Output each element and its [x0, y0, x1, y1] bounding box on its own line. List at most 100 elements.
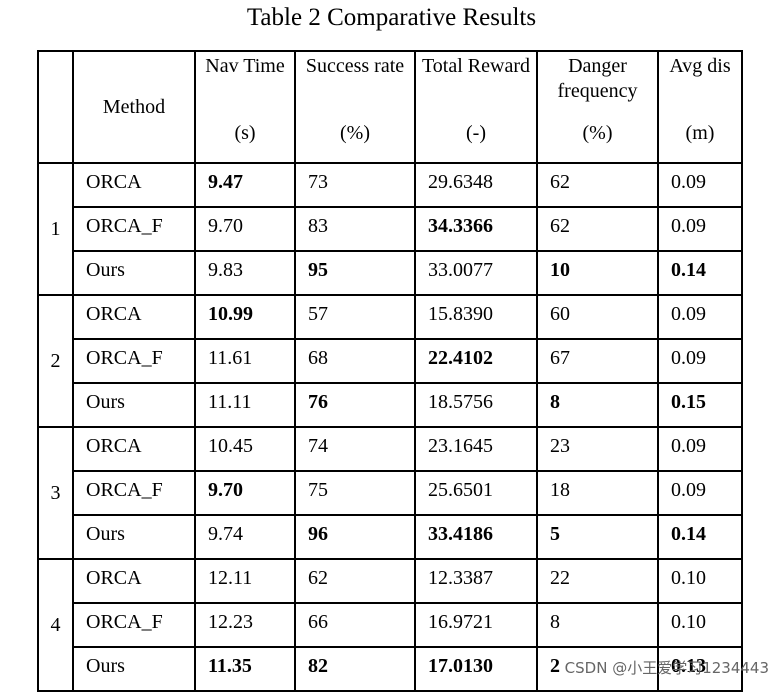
value-cell: 68	[294, 338, 416, 384]
value-cell: 0.09	[657, 338, 743, 384]
column-unit: (m)	[685, 122, 715, 144]
column-unit: (%)	[582, 122, 613, 144]
data-row: Ours 9.83 95 33.0077 10 0.14	[38, 250, 743, 296]
value-cell: 18.5756	[414, 382, 538, 428]
value-cell: 5	[536, 514, 659, 560]
value-cell: 9.70	[194, 470, 296, 516]
data-row: 1 ORCA 9.47 73 29.6348 62 0.09	[37, 162, 743, 296]
column-unit: (-)	[466, 122, 486, 144]
value-cell: 62	[294, 558, 416, 604]
header-box: Avg dis (m)	[659, 54, 741, 162]
value-cell: 0.15	[657, 382, 743, 428]
value-cell: 12.23	[194, 602, 296, 648]
value-cell: 8	[536, 382, 659, 428]
value-cell: 8	[536, 602, 659, 648]
data-row: 4 ORCA 12.11 62 12.3387 22 0.10	[37, 558, 743, 692]
value-cell: 67	[536, 338, 659, 384]
value-cell: 33.4186	[414, 514, 538, 560]
data-row: Ours 11.11 76 18.5756 8 0.15	[38, 382, 743, 428]
group-label: 2	[37, 294, 74, 428]
group-label: 3	[37, 426, 74, 560]
data-row: Ours 9.74 96 33.4186 5 0.14	[38, 514, 743, 560]
value-cell: 10	[536, 250, 659, 296]
method-cell: ORCA_F	[72, 338, 196, 384]
value-cell: 23	[536, 426, 659, 472]
value-cell: 62	[536, 162, 659, 208]
watermark: CSDN @小王爱学习1234443	[564, 659, 769, 677]
value-cell: 9.83	[194, 250, 296, 296]
value-cell: 0.09	[657, 470, 743, 516]
data-row: ORCA_F 9.70 75 25.6501 18 0.09	[38, 470, 743, 516]
header-cell: Nav Time (s)	[194, 50, 296, 164]
data-row: ORCA_F 11.61 68 22.4102 67 0.09	[38, 338, 743, 384]
data-row: 2 ORCA 10.99 57 15.8390 60 0.09	[37, 294, 743, 428]
value-cell: 34.3366	[414, 206, 538, 252]
header-cell: Danger frequency (%)	[536, 50, 659, 164]
header-box: Total Reward (-)	[416, 54, 536, 162]
value-cell: 60	[536, 294, 659, 340]
value-cell: 16.9721	[414, 602, 538, 648]
group-label: 4	[37, 558, 74, 692]
method-cell: Ours	[72, 646, 196, 692]
value-cell: 15.8390	[414, 294, 538, 340]
value-cell: 0.14	[657, 514, 743, 560]
data-row: ORCA_F 12.23 66 16.9721 8 0.10	[38, 602, 743, 648]
column-name: Nav Time	[205, 55, 285, 77]
header-cell: Total Reward (-)	[414, 50, 538, 164]
value-cell: 0.09	[657, 206, 743, 252]
header-box: Danger frequency (%)	[538, 54, 657, 162]
column-name: Total Reward	[421, 55, 530, 77]
method-cell: Ours	[72, 250, 196, 296]
column-unit: (s)	[234, 122, 256, 144]
method-cell: Ours	[72, 514, 196, 560]
header-cell	[37, 50, 74, 164]
value-cell: 0.09	[657, 426, 743, 472]
value-cell: 10.99	[194, 294, 296, 340]
method-cell: Ours	[72, 382, 196, 428]
value-cell: 73	[294, 162, 416, 208]
data-row: 3 ORCA 10.45 74 23.1645 23 0.09	[37, 426, 743, 560]
value-cell: 0.10	[657, 602, 743, 648]
value-cell: 12.3387	[414, 558, 538, 604]
value-cell: 29.6348	[414, 162, 538, 208]
value-cell: 17.0130	[414, 646, 538, 692]
value-cell: 0.10	[657, 558, 743, 604]
value-cell: 0.14	[657, 250, 743, 296]
value-cell: 9.47	[194, 162, 296, 208]
value-cell: 74	[294, 426, 416, 472]
value-cell: 22.4102	[414, 338, 538, 384]
method-cell: ORCA_F	[72, 206, 196, 252]
data-row: ORCA_F 9.70 83 34.3366 62 0.09	[38, 206, 743, 252]
column-name: Success rate	[305, 55, 405, 77]
value-cell: 66	[294, 602, 416, 648]
group-label: 1	[37, 162, 74, 296]
header-box: Success rate (%)	[296, 54, 414, 162]
value-cell: 33.0077	[414, 250, 538, 296]
column-name: Avg dis	[669, 55, 731, 77]
header-cell: Method	[72, 50, 196, 164]
value-cell: 22	[536, 558, 659, 604]
method-cell: ORCA	[72, 558, 196, 604]
value-cell: 57	[294, 294, 416, 340]
header-row: Method Nav Time (s) Success rate (%) Total Re…	[37, 50, 743, 164]
header-cell: Success rate (%)	[294, 50, 416, 164]
results-table: Method Nav Time (s) Success rate (%) Total Re…	[37, 50, 743, 692]
value-cell: 10.45	[194, 426, 296, 472]
value-cell: 0.09	[657, 294, 743, 340]
value-cell: 11.11	[194, 382, 296, 428]
value-cell: 75	[294, 470, 416, 516]
column-unit: (%)	[340, 122, 370, 144]
value-cell: 9.74	[194, 514, 296, 560]
value-cell: 18	[536, 470, 659, 516]
value-cell: 83	[294, 206, 416, 252]
header-box: Nav Time (s)	[196, 54, 294, 162]
value-cell: 95	[294, 250, 416, 296]
value-cell: 25.6501	[414, 470, 538, 516]
value-cell: 11.61	[194, 338, 296, 384]
method-cell: ORCA_F	[72, 470, 196, 516]
value-cell: 96	[294, 514, 416, 560]
header-cell: Avg dis (m)	[657, 50, 743, 164]
method-cell: ORCA	[72, 426, 196, 472]
value-cell: 11.35	[194, 646, 296, 692]
